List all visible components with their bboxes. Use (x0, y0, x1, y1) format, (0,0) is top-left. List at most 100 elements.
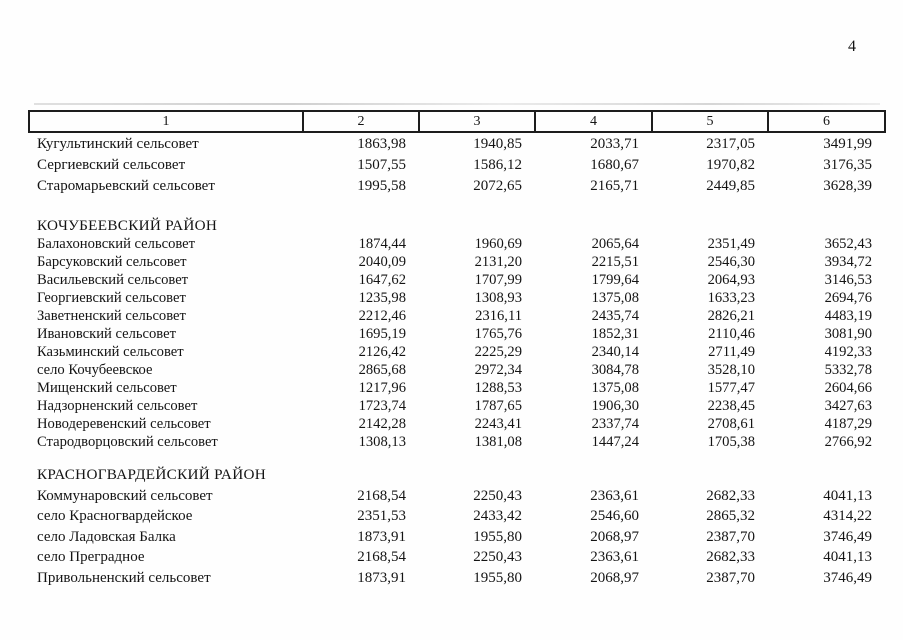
value-col-6: 3146,53 (824, 272, 872, 288)
value-col-6: 4483,19 (824, 308, 872, 324)
scan-artifact-line (34, 103, 880, 105)
column-header-1: 1 (28, 110, 304, 133)
value-col-5: 2826,21 (707, 308, 755, 324)
settlement-name: Георгиевский сельсовет (37, 290, 186, 306)
value-col-5: 2064,93 (707, 272, 755, 288)
settlement-name: село Ладовская Балка (37, 528, 176, 545)
value-col-4: 1447,24 (591, 434, 639, 450)
value-col-4: 1799,64 (591, 272, 639, 288)
value-col-3: 1940,85 (473, 136, 522, 152)
value-col-5: 1970,82 (706, 157, 755, 173)
value-col-6: 4192,33 (824, 344, 872, 360)
value-col-2: 2351,53 (357, 508, 406, 524)
table-row: Балахоновский сельсовет 1874,44 1960,69 206… (29, 235, 885, 253)
value-col-5: 2711,49 (708, 344, 755, 360)
settlement-name: Надзорненский сельсовет (37, 398, 198, 414)
value-col-4: 2068,97 (590, 569, 639, 586)
value-col-2: 2168,54 (357, 549, 406, 565)
value-col-6: 2694,76 (824, 290, 872, 306)
table-row: Кугультинский сельсовет 1863,98 1940,85 203… (29, 132, 885, 153)
value-col-5: 2387,70 (706, 528, 755, 545)
page-number: 4 (848, 38, 857, 55)
value-col-4: 2215,51 (591, 254, 639, 270)
settlement-name: Казьминский сельсовет (37, 344, 184, 360)
value-col-4: 2065,64 (591, 236, 639, 252)
value-col-2: 1507,55 (357, 157, 406, 173)
table-row: Васильевский сельсовет 1647,62 1707,99 1799… (29, 271, 885, 289)
value-col-6: 2766,92 (824, 434, 872, 450)
value-col-2: 1308,13 (358, 434, 406, 450)
value-col-6: 4314,22 (823, 508, 872, 524)
column-header-2: 2 (302, 110, 420, 133)
value-col-2: 1874,44 (358, 236, 406, 252)
value-col-5: 2865,32 (706, 508, 755, 524)
value-col-5: 2449,85 (706, 178, 755, 194)
column-header-6: 6 (767, 110, 886, 133)
district-title: КОЧУБЕЕВСКИЙ РАЙОН (37, 217, 218, 234)
settlement-name: Мищенский сельсовет (37, 380, 177, 396)
table-row: Коммунаровский сельсовет 2168,54 2250,43 23… (29, 484, 885, 505)
value-col-4: 1375,08 (591, 380, 639, 396)
table-row: Казьминский сельсовет 2126,42 2225,29 2340,… (29, 343, 885, 361)
value-col-3: 2243,41 (474, 416, 522, 432)
table-row: Георгиевский сельсовет 1235,98 1308,93 1375… (29, 289, 885, 307)
value-col-5: 1577,47 (707, 380, 755, 396)
table-row: Сергиевский сельсовет 1507,55 1586,12 1680,… (29, 153, 885, 174)
table-row: Заветненский сельсовет 2212,46 2316,11 2435… (29, 307, 885, 325)
value-col-4: 1852,31 (591, 326, 639, 342)
value-col-5: 2238,45 (707, 398, 755, 414)
value-col-6: 3176,35 (823, 157, 872, 173)
value-col-5: 2546,30 (707, 254, 755, 270)
table-row: Старомарьевский сельсовет 1995,58 2072,65 2… (29, 174, 885, 195)
value-col-2: 1695,19 (358, 326, 406, 342)
value-col-6: 3427,63 (824, 398, 872, 414)
value-col-3: 1960,69 (474, 236, 522, 252)
column-header-5: 5 (651, 110, 769, 133)
settlement-name: Сергиевский сельсовет (37, 157, 186, 173)
value-col-5: 2110,46 (708, 326, 755, 342)
settlement-name: Новодеревенский сельсовет (37, 416, 211, 432)
value-col-3: 2250,43 (473, 549, 522, 565)
settlement-name: Барсуковский сельсовет (37, 254, 187, 270)
value-col-3: 1288,53 (474, 380, 522, 396)
value-col-3: 1381,08 (474, 434, 522, 450)
value-col-4: 2068,97 (590, 528, 639, 545)
value-col-4: 1680,67 (590, 157, 639, 173)
value-col-2: 1863,98 (357, 136, 406, 152)
value-col-6: 3628,39 (823, 178, 872, 194)
district-header-row: КОЧУБЕЕВСКИЙ РАЙОН (29, 195, 885, 235)
value-col-4: 1375,08 (591, 290, 639, 306)
value-col-3: 1955,80 (473, 569, 522, 586)
value-col-6: 4187,29 (824, 416, 872, 432)
value-col-5: 2387,70 (706, 569, 755, 586)
value-col-5: 3528,10 (707, 362, 755, 378)
value-col-3: 2316,11 (475, 308, 522, 324)
column-header-4: 4 (534, 110, 653, 133)
settlement-name: Ивановский сельсовет (37, 326, 176, 342)
settlement-name: Старомарьевский сельсовет (37, 178, 215, 194)
value-col-5: 1633,23 (707, 290, 755, 306)
settlement-name: село Красногвардейское (37, 508, 193, 524)
value-col-3: 1765,76 (474, 326, 522, 342)
table-row: Стародворцовский сельсовет 1308,13 1381,08… (29, 433, 885, 451)
value-col-5: 1705,38 (707, 434, 755, 450)
table-row: Новодеревенский сельсовет 2142,28 2243,41 2… (29, 415, 885, 433)
value-col-6: 3746,49 (823, 569, 872, 586)
settlement-name: село Преградное (37, 549, 145, 565)
table-row: Ивановский сельсовет 1695,19 1765,76 1852,3… (29, 325, 885, 343)
value-col-4: 1906,30 (591, 398, 639, 414)
value-col-6: 3491,99 (823, 136, 872, 152)
value-col-5: 2708,61 (707, 416, 755, 432)
table-row: Барсуковский сельсовет 2040,09 2131,20 2215… (29, 253, 885, 271)
value-col-4: 2337,74 (591, 416, 639, 432)
district-header-row: КРАСНОГВАРДЕЙСКИЙ РАЙОН (29, 451, 885, 484)
value-col-3: 1308,93 (474, 290, 522, 306)
value-col-3: 2433,42 (473, 508, 522, 524)
value-col-6: 3652,43 (824, 236, 872, 252)
value-col-3: 2225,29 (474, 344, 522, 360)
value-col-4: 2033,71 (590, 136, 639, 152)
table-row: Привольненский сельсовет 1873,91 1955,80 20… (29, 566, 885, 587)
settlements-table: 1 2 3 4 5 6 Кугультинский сельсовет 1863,98 1940… (28, 110, 886, 587)
value-col-4: 2340,14 (591, 344, 639, 360)
table-row: село Красногвардейское 2351,53 2433,42 2546… (29, 505, 885, 526)
